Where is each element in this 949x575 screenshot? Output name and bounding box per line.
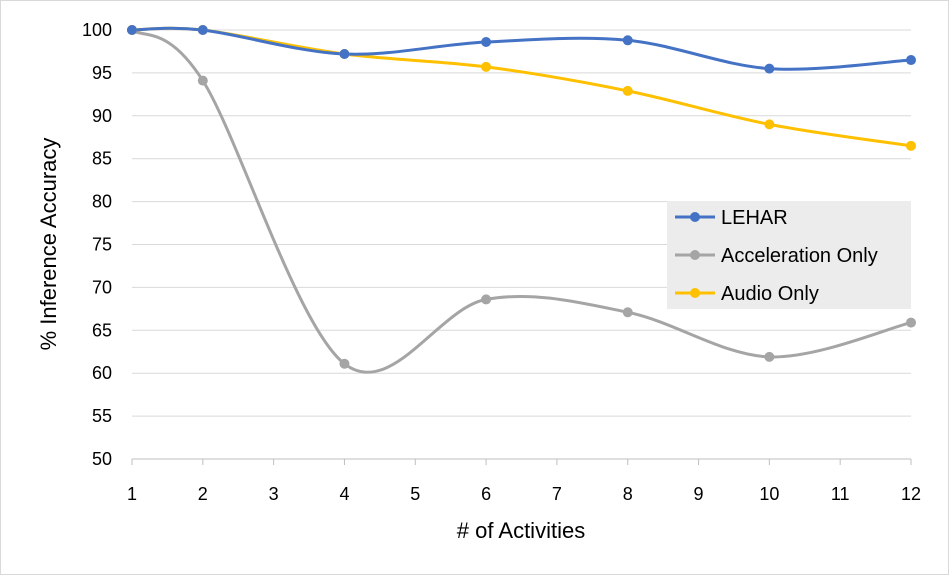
- x-tick-label: 3: [269, 484, 279, 504]
- data-point-audio-only: [622, 85, 633, 96]
- series-line-audio-only: [130, 26, 913, 148]
- legend-label: Acceleration Only: [721, 245, 878, 267]
- x-tick-label: 12: [901, 484, 921, 504]
- y-tick-label: 85: [92, 149, 112, 169]
- data-point-acceleration-only: [622, 307, 633, 318]
- x-tick-label: 1: [127, 484, 137, 504]
- y-tick-label: 50: [92, 449, 112, 469]
- data-point-lehar: [197, 25, 208, 35]
- legend-swatch-marker: [690, 250, 700, 260]
- y-tick-label: 100: [82, 20, 112, 40]
- data-point-lehar: [622, 35, 633, 46]
- data-point-lehar: [127, 25, 137, 35]
- x-tick-label: 7: [552, 484, 562, 504]
- data-point-audio-only: [906, 140, 916, 151]
- y-tick-labels: 50 55 60 65 70 75 80 85 90 95 100: [82, 20, 112, 469]
- data-point-acceleration-only: [764, 351, 775, 362]
- data-point-acceleration-only: [481, 294, 492, 305]
- x-tick-label: 5: [410, 484, 420, 504]
- y-tick-label: 60: [92, 363, 112, 383]
- legend-swatch-marker: [690, 288, 700, 298]
- legend: LEHAR Acceleration Only Audio Only: [667, 201, 911, 309]
- x-axis-title: # of Activities: [457, 518, 585, 543]
- data-point-acceleration-only: [197, 75, 208, 86]
- data-point-lehar: [906, 55, 916, 66]
- x-tick-labels: 1 2 3 4 5 6 7 8 9 10 11 12: [127, 484, 921, 504]
- legend-item-audio-only: Audio Only: [675, 283, 819, 305]
- y-axis-title: % Inference Accuracy: [36, 138, 61, 351]
- series-lines: [130, 26, 913, 374]
- data-points: [127, 25, 916, 369]
- legend-item-lehar: LEHAR: [675, 207, 788, 229]
- legend-label: Audio Only: [721, 283, 819, 305]
- x-tick-label: 6: [481, 484, 491, 504]
- axes: [131, 458, 912, 465]
- y-tick-label: 80: [92, 192, 112, 212]
- y-tick-label: 75: [92, 235, 112, 255]
- x-tick-label: 4: [339, 484, 349, 504]
- data-point-lehar: [764, 63, 775, 74]
- data-point-audio-only: [764, 119, 775, 130]
- x-tick-label: 2: [198, 484, 208, 504]
- y-tick-label: 65: [92, 320, 112, 340]
- data-point-lehar: [339, 49, 350, 60]
- data-point-acceleration-only: [339, 358, 350, 369]
- data-point-acceleration-only: [906, 317, 916, 328]
- data-point-lehar: [481, 37, 492, 48]
- x-tick-label: 11: [831, 484, 850, 504]
- data-point-audio-only: [481, 61, 492, 72]
- legend-item-acceleration-only: Acceleration Only: [675, 245, 878, 267]
- legend-label: LEHAR: [721, 207, 788, 229]
- legend-swatch-marker: [690, 212, 700, 222]
- y-tick-label: 70: [92, 277, 112, 297]
- x-tick-label: 8: [623, 484, 633, 504]
- series-line-lehar: [130, 26, 913, 71]
- y-tick-label: 90: [92, 106, 112, 126]
- x-tick-label: 10: [759, 484, 779, 504]
- x-tick-label: 9: [694, 484, 704, 504]
- y-tick-label: 55: [92, 406, 112, 426]
- y-tick-label: 95: [92, 63, 112, 83]
